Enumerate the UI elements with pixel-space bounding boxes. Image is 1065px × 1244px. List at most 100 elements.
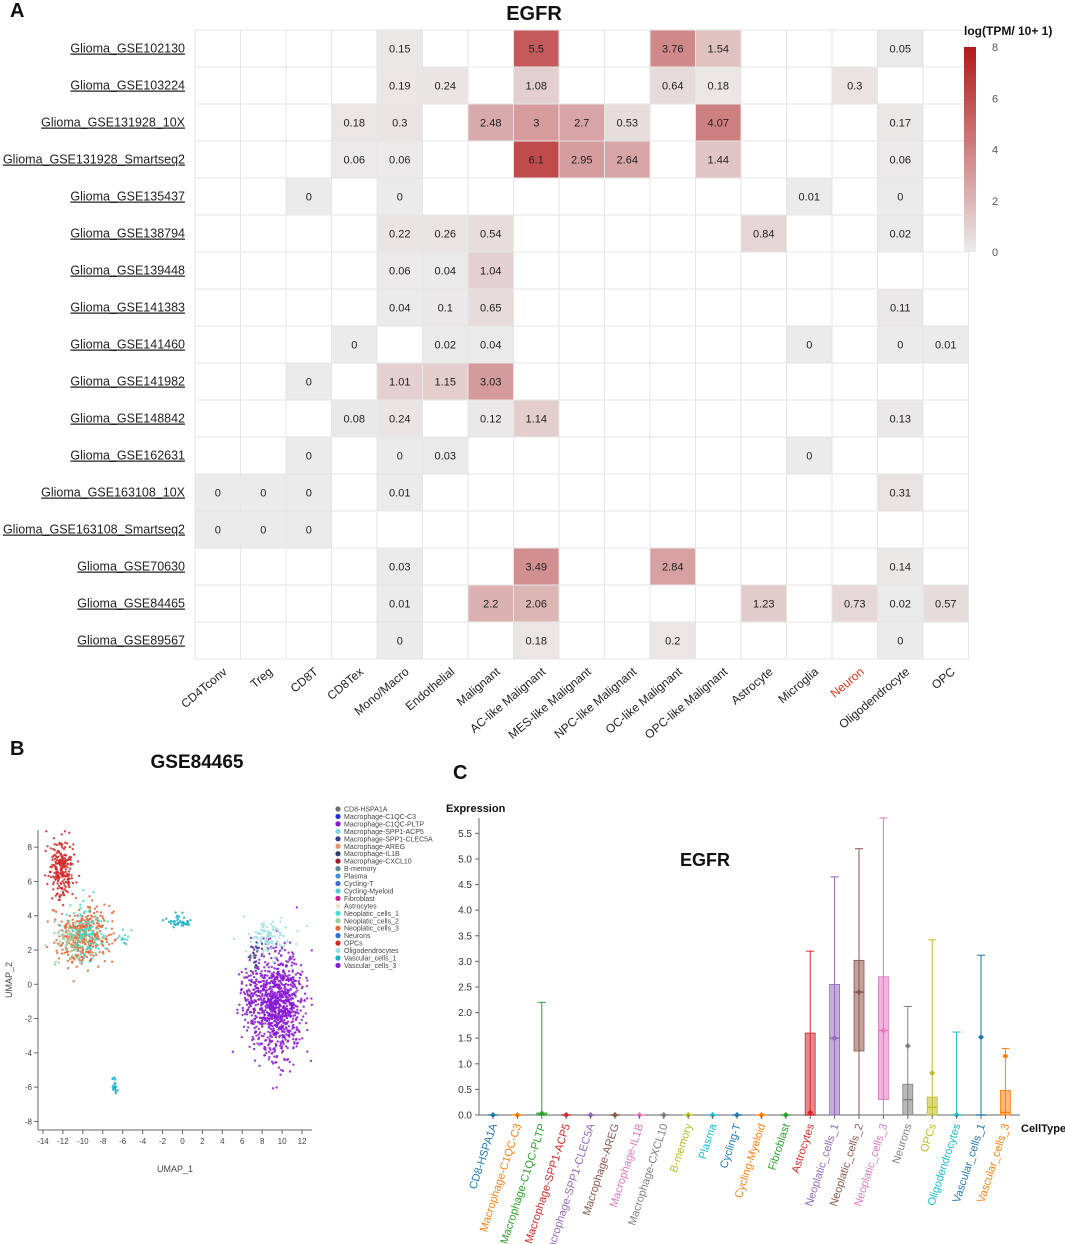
umap-point <box>63 934 67 938</box>
umap-point <box>288 974 291 977</box>
heatmap-cell <box>740 66 787 105</box>
heatmap-row-label[interactable]: Glioma_GSE131928_10X <box>41 116 186 130</box>
umap-point <box>99 911 103 914</box>
umap-point <box>272 1032 275 1036</box>
heatmap-cell-label: 0.24 <box>435 81 456 93</box>
umap-point <box>296 999 300 1003</box>
heatmap-cell <box>331 103 378 142</box>
umap-point <box>304 1021 308 1025</box>
umap-point <box>242 991 246 994</box>
heatmap-cell <box>604 29 651 68</box>
umap-point <box>273 1002 276 1005</box>
umap-point <box>71 937 75 940</box>
umap-point <box>100 932 103 936</box>
heatmap-cell <box>695 29 742 68</box>
umap-legend-label: Macrophage-AREG <box>344 844 405 851</box>
umap-point <box>260 923 263 926</box>
panel-letter-c: C <box>453 762 468 784</box>
heatmap-row-label[interactable]: Glioma_GSE141383 <box>70 301 185 315</box>
umap-point <box>256 1042 259 1045</box>
umap-point <box>74 928 77 931</box>
umap-point <box>169 922 173 925</box>
umap-point <box>293 958 296 961</box>
umap-point <box>277 1006 281 1009</box>
umap-point <box>254 964 257 967</box>
heatmap-cell <box>194 510 241 549</box>
umap-point <box>97 919 101 923</box>
umap-point <box>279 992 282 995</box>
heatmap-row-label[interactable]: Glioma_GSE163108_Smartseq2 <box>3 523 185 537</box>
umap-point <box>268 1046 271 1050</box>
heatmap-row-label[interactable]: Glioma_GSE103224 <box>70 79 185 93</box>
umap-point <box>270 1052 273 1055</box>
heatmap-row-label[interactable]: Glioma_GSE70630 <box>77 560 185 574</box>
umap-point <box>251 970 254 974</box>
umap-point <box>252 1001 255 1004</box>
heatmap-cell <box>240 510 287 549</box>
umap-point <box>83 935 86 938</box>
umap-point <box>303 999 306 1002</box>
umap-point <box>53 963 56 966</box>
umap-point <box>91 938 95 941</box>
umap-point <box>255 1030 258 1034</box>
heatmap-cell-label: 0.06 <box>389 266 410 278</box>
heatmap-row-label[interactable]: Glioma_GSE89567 <box>77 634 185 648</box>
umap-point <box>76 956 79 960</box>
heatmap-cell-label: 0 <box>306 451 312 463</box>
umap-point <box>68 933 72 937</box>
umap-point <box>241 1013 244 1017</box>
heatmap-cell <box>467 103 514 142</box>
umap-point <box>255 967 259 970</box>
umap-point <box>54 862 58 865</box>
umap-point <box>59 940 62 943</box>
heatmap-cell <box>467 621 514 660</box>
umap-point <box>276 1017 279 1021</box>
heatmap-cell <box>558 362 605 401</box>
heatmap-cell <box>786 621 833 660</box>
heatmap-row-label[interactable]: Glioma_GSE141982 <box>70 375 185 389</box>
heatmap-cell-label: 0 <box>897 192 903 204</box>
umap-point <box>69 867 72 870</box>
umap-point <box>97 965 100 968</box>
umap-point <box>236 1011 239 1015</box>
heatmap-row-label[interactable]: Glioma_GSE131928_Smartseq2 <box>3 153 185 167</box>
heatmap-row-label[interactable]: Glioma_GSE135437 <box>70 190 185 204</box>
heatmap-row-label[interactable]: Glioma_GSE141460 <box>70 338 185 352</box>
heatmap-row-label[interactable]: Glioma_GSE102130 <box>70 42 185 56</box>
heatmap-row-label[interactable]: Glioma_GSE148842 <box>70 412 185 426</box>
heatmap-cell-label: 1.01 <box>389 377 410 389</box>
heatmap-cell <box>831 177 878 216</box>
umap-point <box>274 1036 278 1039</box>
umap-point <box>269 985 272 988</box>
umap-point <box>56 856 59 859</box>
umap-point <box>64 870 67 874</box>
heatmap-cell <box>649 473 696 512</box>
heatmap-cell-label: 0.17 <box>890 118 911 130</box>
umap-point <box>86 924 89 928</box>
umap-point <box>76 860 80 863</box>
umap-x-tick-label: -8 <box>99 1137 107 1146</box>
umap-point <box>262 987 265 990</box>
heatmap-cell <box>831 436 878 475</box>
heatmap-cell-label: 0 <box>806 340 812 352</box>
heatmap-row-label[interactable]: Glioma_GSE163108_10X <box>41 486 186 500</box>
umap-point <box>52 909 56 912</box>
umap-legend-label: Plasma <box>344 874 367 881</box>
heatmap-cell <box>285 103 332 142</box>
heatmap-row-label[interactable]: Glioma_GSE138794 <box>70 227 185 241</box>
heatmap-row-label[interactable]: Glioma_GSE162631 <box>70 449 185 463</box>
heatmap-row-label[interactable]: Glioma_GSE139448 <box>70 264 185 278</box>
umap-point <box>258 994 261 998</box>
umap-point <box>282 1005 286 1008</box>
umap-point <box>242 1025 246 1029</box>
heatmap-cell <box>194 547 241 586</box>
umap-point <box>82 899 85 903</box>
umap-point <box>83 928 86 931</box>
umap-legend-label: Astrocytes <box>344 903 377 910</box>
umap-point <box>275 1086 278 1089</box>
umap-point <box>270 1015 273 1018</box>
umap-point <box>260 1034 263 1038</box>
heatmap-row-label[interactable]: Glioma_GSE84465 <box>77 597 185 611</box>
umap-point <box>287 983 290 987</box>
umap-point <box>179 919 182 923</box>
